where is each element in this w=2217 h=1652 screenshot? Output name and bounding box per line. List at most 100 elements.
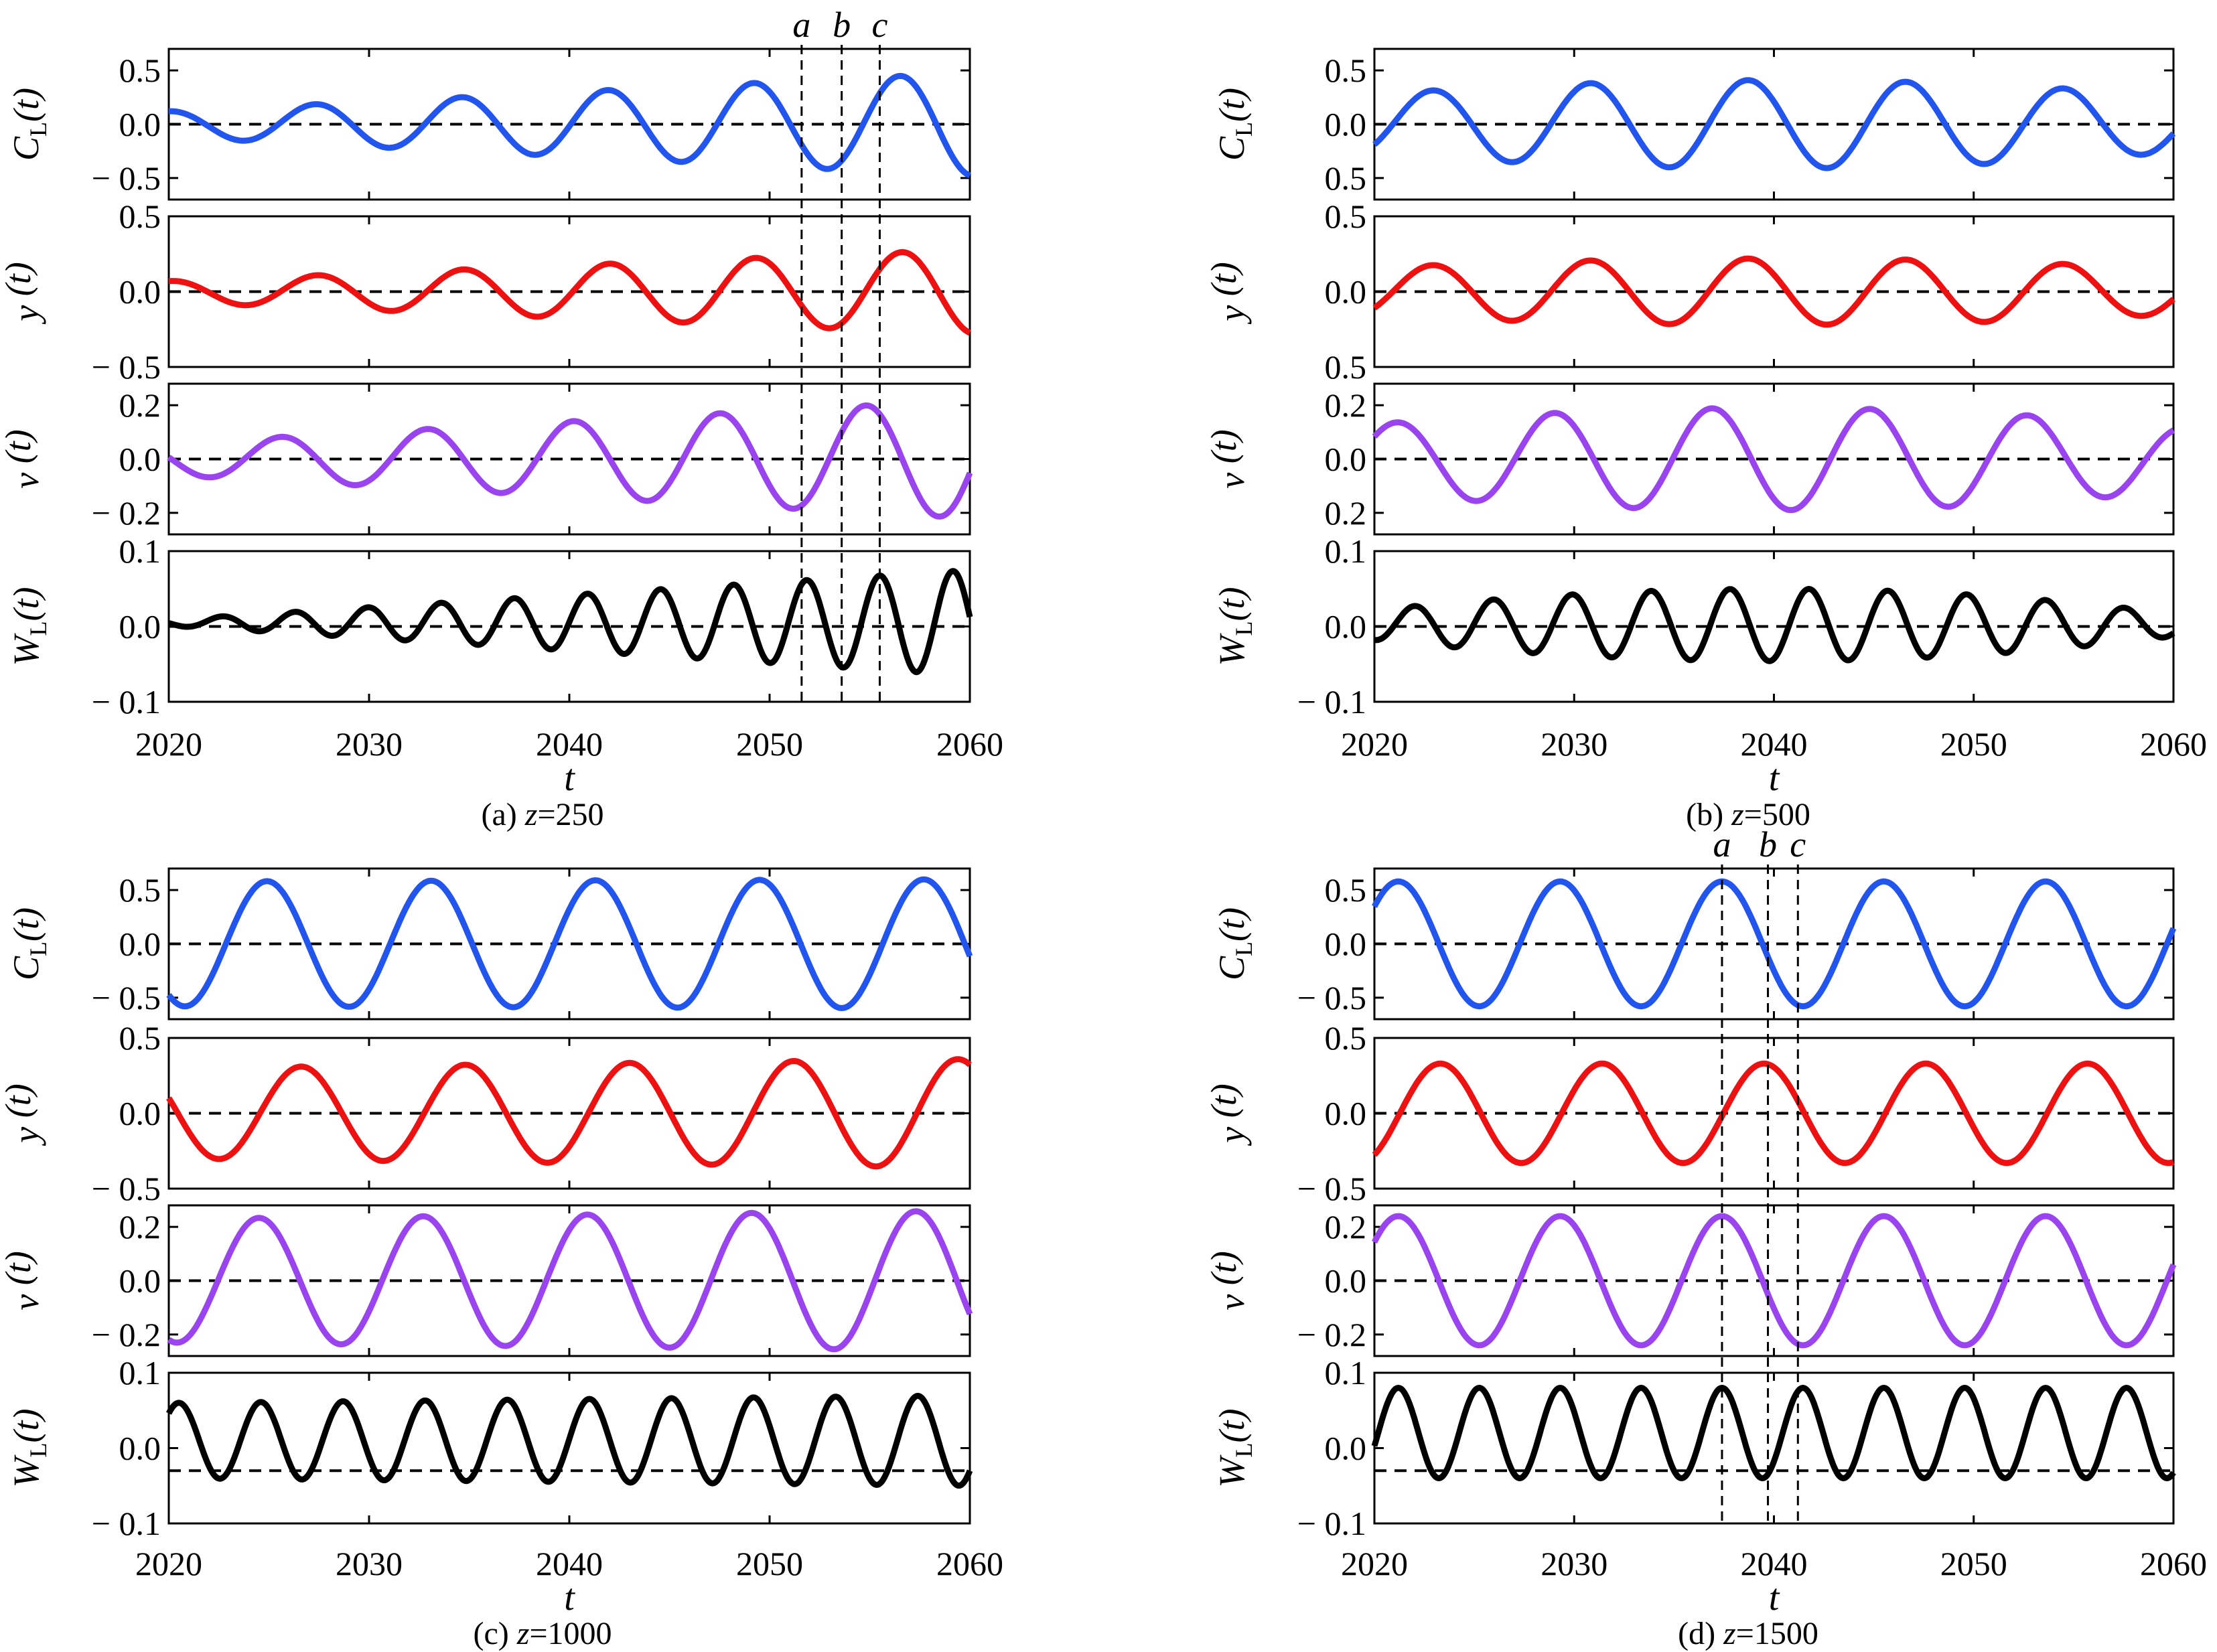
subplot-v: 0.2 0.0 − 0.2 v (t) — [0, 1204, 973, 1357]
y-tick-label: 0.0 — [119, 441, 161, 478]
y-tick-label: − 0.5 — [92, 979, 161, 1017]
y-tick-label: 0.5 — [1325, 871, 1367, 909]
ylabel-main: v — [1212, 473, 1252, 489]
y-axis-label: CL(t) — [6, 907, 52, 980]
subplot-y: 0.5 0.0 − 0.5 y (t) — [0, 1019, 972, 1207]
x-axis-label: t — [1769, 1577, 1780, 1619]
subplot-C_L: 0.5 0.0 − 0.5 CL(t) — [6, 867, 973, 1021]
caption-value: =250 — [537, 797, 603, 832]
x-tick-label: 2060 — [936, 1545, 1003, 1582]
ylabel-tail: (t) — [6, 587, 46, 621]
ylabel-tail: (t) — [1212, 907, 1252, 942]
ylabel-main: y — [1212, 305, 1252, 325]
subplot-v: 0.2 0.0 − 0.2 v (t) — [0, 382, 973, 536]
x-tick-label: 2050 — [1940, 725, 2007, 763]
ylabel-tail: (t) — [6, 88, 46, 122]
series-line-v — [167, 402, 973, 520]
x-tick-label: 2030 — [336, 725, 403, 763]
x-tick-label: 2030 — [1541, 725, 1607, 763]
ylabel-main: v — [6, 473, 46, 489]
series-line-W_L — [166, 1393, 973, 1489]
y-axis-label: y (t) — [0, 262, 46, 324]
y-tick-label: 0.2 — [119, 1208, 161, 1246]
y-tick-label: 0.0 — [1325, 106, 1367, 143]
time-marker-label: a — [792, 5, 810, 45]
axes-frame — [167, 1037, 971, 1190]
y-tick-label: − 0.1 — [1297, 1505, 1366, 1542]
y-tick-label: 0.0 — [119, 608, 161, 646]
ylabel-main: C — [6, 136, 46, 161]
panel-caption: (b) z=500 — [1686, 797, 1810, 832]
y-tick-label: 0.0 — [1325, 925, 1367, 963]
y-tick-label: 0.0 — [1325, 1095, 1367, 1132]
x-tick-label: 2030 — [1541, 1545, 1607, 1582]
series-line-W_L — [1371, 1385, 2176, 1481]
y-tick-label: 0.0 — [1325, 273, 1367, 311]
x-axis-label: t — [564, 757, 575, 799]
y-tick-label: 0.0 — [119, 1262, 161, 1300]
x-tick-label: 2060 — [2140, 725, 2207, 763]
y-tick-label: 0.0 — [1325, 1430, 1367, 1467]
axes-frame — [1373, 215, 2175, 368]
series-line-v — [167, 1208, 973, 1353]
time-marker-label: c — [1790, 824, 1806, 865]
subplot-C_L: 0.5 0.0 − 0.5 CL(t) — [1212, 867, 2177, 1021]
ylabel-tail: (t) — [0, 262, 38, 305]
panel-caption: (c) z=1000 — [473, 1616, 612, 1651]
axes-frame — [167, 867, 971, 1021]
time-marker-label: a — [1713, 824, 1731, 865]
ylabel-tail: (t) — [0, 1083, 38, 1126]
ylabel-tail: (t) — [1204, 429, 1244, 472]
ylabel-tail: (t) — [1204, 262, 1244, 305]
subplot-W_L: 0.1 0.0 − 0.1 WL(t) — [6, 532, 973, 721]
y-axis-label: v (t) — [1204, 1251, 1252, 1310]
subplot-W_L: 0.1 0.0 − 0.1 WL(t) — [1212, 1354, 2176, 1542]
y-tick-label: − 0.5 — [92, 159, 161, 197]
panel-b: 0.50.00.5CL(t)0.50.00.5y (t)0.20.00.2v (… — [1204, 48, 2207, 832]
y-axis-label: CL(t) — [6, 88, 52, 161]
ylabel-sub: L — [1230, 942, 1257, 956]
subplot-C_L: 0.5 0.0 0.5 CL(t) — [1212, 48, 2176, 201]
panel-caption: (a) z=250 — [481, 797, 603, 832]
y-axis-label: v (t) — [0, 1251, 46, 1310]
y-tick-label: 0.5 — [1325, 52, 1367, 89]
y-tick-label: − 0.2 — [92, 1316, 161, 1353]
axes-frame — [1373, 48, 2175, 201]
series-line-C_L — [1372, 77, 2176, 171]
y-axis-label: CL(t) — [1212, 907, 1257, 980]
ylabel-sub: L — [25, 942, 52, 956]
x-tick-label: 2020 — [1341, 1545, 1408, 1582]
ylabel-main: W — [6, 1454, 46, 1487]
y-tick-label: 0.1 — [1325, 1354, 1367, 1392]
caption-prefix: (a) — [481, 797, 524, 832]
time-marker-label: c — [871, 5, 887, 45]
ylabel-main: W — [1212, 632, 1252, 666]
y-tick-label: 0.5 — [1325, 198, 1367, 235]
ylabel-main: y — [1212, 1127, 1252, 1146]
ylabel-tail: (t) — [1212, 587, 1252, 621]
x-tick-label: 2040 — [1741, 725, 1808, 763]
y-axis-label: WL(t) — [1212, 587, 1257, 666]
caption-value: =1500 — [1736, 1616, 1818, 1651]
caption-variable: z — [1723, 1616, 1736, 1651]
y-tick-label: 0.0 — [1325, 608, 1367, 646]
series-line-y — [1372, 255, 2175, 328]
time-marker-label: b — [1759, 824, 1777, 865]
y-tick-label: 0.0 — [119, 1095, 161, 1132]
x-tick-label: 2020 — [135, 725, 202, 763]
y-tick-label: 0.2 — [1325, 1208, 1367, 1246]
y-tick-label: 0.5 — [1325, 1019, 1367, 1057]
y-tick-label: 0.5 — [119, 52, 161, 89]
series-line-y — [167, 249, 972, 336]
x-tick-label: 2060 — [2140, 1545, 2207, 1582]
ylabel-main: v — [1212, 1294, 1252, 1310]
ylabel-sub: L — [25, 122, 52, 137]
ylabel-main: C — [1212, 956, 1252, 980]
subplot-y: 0.5 0.0 − 0.5 y (t) — [0, 198, 972, 386]
y-tick-label: − 0.5 — [1297, 1170, 1366, 1207]
y-tick-label: 0.1 — [119, 1354, 161, 1392]
subplot-C_L: 0.5 0.0 − 0.5 CL(t) — [6, 48, 972, 201]
y-tick-label: 0.1 — [119, 532, 161, 570]
x-tick-label: 2020 — [1341, 725, 1408, 763]
ylabel-main: y — [6, 1127, 46, 1146]
